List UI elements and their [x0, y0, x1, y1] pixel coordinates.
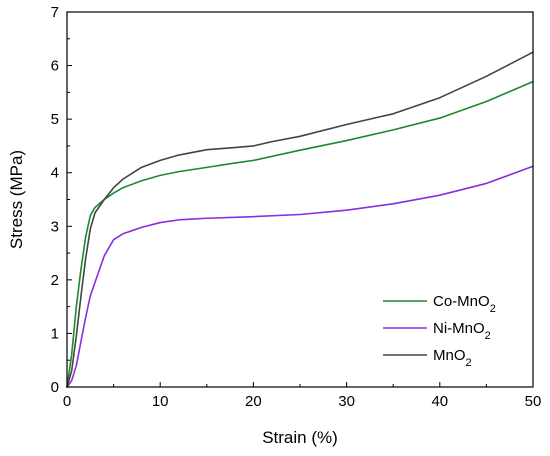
x-tick-label: 40	[431, 393, 448, 410]
series-line-mno2	[66, 51, 534, 388]
y-axis-title: Stress (MPa)	[7, 150, 26, 249]
series-line-co-mno2	[66, 80, 534, 388]
x-tick-label: 0	[63, 393, 71, 410]
y-tick-label: 4	[51, 165, 59, 182]
y-tick-label: 6	[51, 58, 59, 75]
x-tick-label: 30	[338, 393, 355, 410]
y-tick-label: 7	[51, 4, 59, 21]
legend-label: Co-MnO2	[433, 293, 496, 315]
legend-label: Ni-MnO2	[433, 320, 491, 342]
y-tick-label: 5	[51, 111, 59, 128]
legend: Co-MnO2 Ni-MnO2 MnO2	[383, 293, 496, 369]
y-tick-label: 0	[51, 379, 59, 396]
x-axis-title: Strain (%)	[262, 428, 338, 447]
y-tick-label: 3	[51, 218, 59, 235]
y-tick-label: 1	[51, 325, 59, 342]
legend-label: MnO2	[433, 347, 472, 369]
axes: 0 10 20 30 40 50 0 1 2 3 4 5 6 7	[51, 4, 542, 410]
series-line-ni-mno2	[66, 165, 534, 388]
x-tick-label: 20	[245, 393, 262, 410]
y-tick-label: 2	[51, 272, 59, 289]
plot-area	[66, 51, 534, 388]
x-tick-label: 10	[152, 393, 169, 410]
x-tick-label: 50	[525, 393, 542, 410]
